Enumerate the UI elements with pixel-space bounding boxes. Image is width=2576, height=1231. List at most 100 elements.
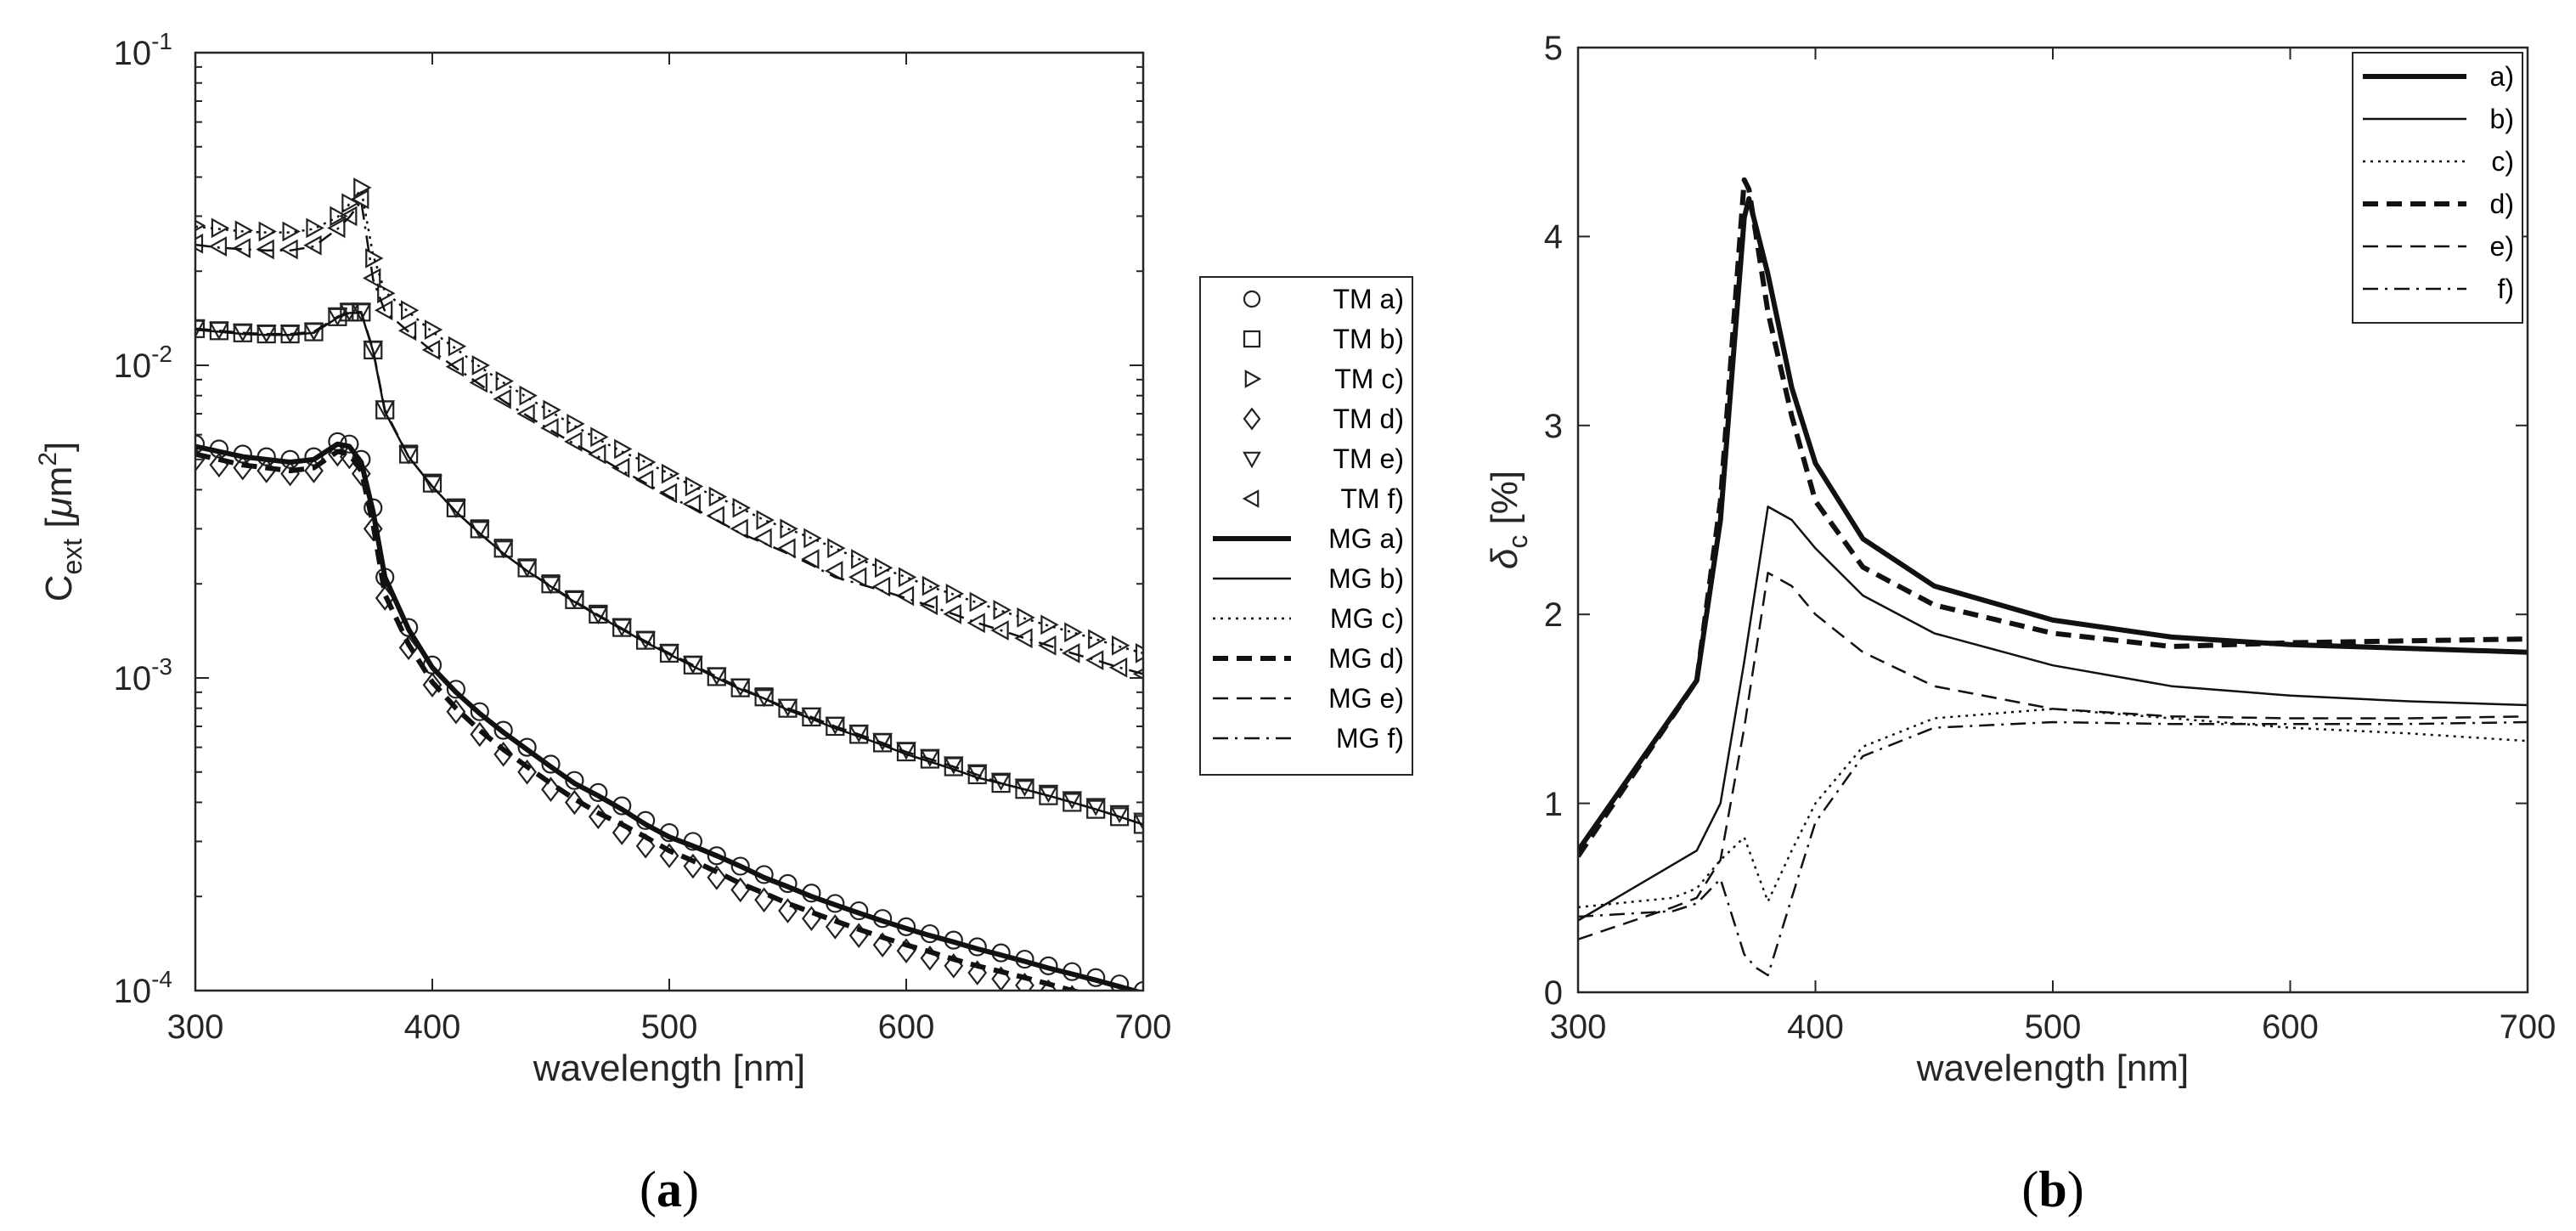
series-marker-tme [1109,805,1130,824]
series-marker-tmd [363,516,383,542]
panel-a-ytick-label: 10-1 [114,28,172,72]
legend-label: TM f) [1340,483,1404,514]
series-marker-tmf [327,217,346,239]
series-line-d [1578,177,2528,858]
series-marker-tma [707,846,726,866]
legend-marker-sample [1243,407,1261,431]
series-line-c [1578,708,2528,909]
series-marker-tmc [803,528,822,549]
panel-b-ytick-label: 2 [1544,596,1563,634]
series-marker-tmf [825,561,843,581]
series-marker-tmf [445,356,465,377]
panel-b-xtick-label: 400 [1787,1008,1844,1046]
series-marker-tmf [256,239,274,260]
series-marker-tmf [339,206,358,227]
panel-a-legend-items: TM a) TM b) TM c) TM d) TM e) TM f) MG a) MG b)… [1213,284,1404,754]
series-marker-tma [446,680,466,699]
panel-b-legend-items: a) b) c) d) e) f) [2363,61,2514,304]
series-marker-tmf [351,189,369,210]
series-marker-tmd [1087,992,1104,1014]
legend-label: MG c) [1330,603,1404,634]
series-line-e [1578,572,2528,940]
legend-label: f) [2497,274,2514,304]
series-marker-tmf [895,585,915,607]
series-marker-tmc [306,217,324,239]
series-marker-tma [517,737,537,757]
panel-b-ytick-label: 0 [1544,974,1563,1012]
series-marker-tme [588,606,609,625]
series-marker-tmc [780,518,798,539]
series-marker-tmf [658,483,678,504]
panel-a-xtick-label: 400 [404,1008,461,1046]
series-line-mgd [195,449,1084,991]
series-marker-tme [363,341,384,359]
series-marker-tmc [661,463,680,484]
series-marker-tmf [1038,635,1057,656]
panel-a-legend: TM a) TM b) TM c) TM d) TM e) TM f) MG a) MG b)… [1199,276,1413,776]
panel-b-xlabel: wavelength [nm] [1916,1047,2189,1089]
series-marker-tmc [898,567,917,588]
series-marker-tmc [732,497,751,518]
series-marker-tmc [377,283,396,304]
series-marker-tme [398,446,419,465]
series-marker-tmf [967,613,985,634]
panel-b-xtick-label: 300 [1550,1008,1607,1046]
panel-a-xtick-label: 500 [641,1008,698,1046]
legend-label: a) [2490,61,2514,92]
legend-label: MG f) [1336,723,1404,754]
series-marker-tmf [1062,642,1080,663]
series-marker-tmf [303,234,322,256]
series-marker-tmf [943,604,961,624]
panel-b-legend-box [2352,52,2523,324]
panel-a-xtick-label: 700 [1115,1008,1172,1046]
legend-label: MG d) [1328,643,1404,674]
series-line-mge [195,311,1143,826]
legend-label: MG a) [1328,523,1404,554]
series-marker-tmc [258,221,277,242]
series-marker-tmc [424,319,443,340]
series-marker-tmc [341,193,360,214]
series-marker-tmb [1086,799,1106,819]
series-marker-tmc [756,510,775,530]
panel-b-ytick-label: 4 [1544,218,1563,256]
series-marker-tmf [706,505,724,527]
series-marker-tmf [588,443,606,465]
series-marker-tmc [827,538,846,559]
series-marker-tmf [397,320,417,342]
series-line-b [1578,505,2528,922]
series-marker-tmc [1088,629,1107,650]
panel-a-ylabel: Cext [μm2] [34,442,87,602]
series-marker-tmc [1064,622,1083,643]
series-marker-tma [195,434,206,454]
series-marker-tmc [1017,607,1035,628]
legend-marker-sample [1243,451,1261,469]
series-marker-tmc [401,300,420,321]
series-marker-tmd [351,460,371,487]
legend-label: TM a) [1333,284,1404,314]
series-marker-tmf [634,470,654,490]
series-marker-tme [303,323,324,342]
legend-label: MG e) [1328,683,1404,714]
series-marker-tmc [566,413,585,434]
series-marker-tme [1133,812,1143,832]
panel-a-ytick-label: 10-2 [114,341,172,385]
panel-b-chart: 300 400 500 600 700 0 1 2 3 4 5 waveleng… [1484,30,2556,1217]
series-line-mga [195,441,1143,991]
panel-b-ytick-label: 5 [1544,30,1563,67]
panel-b-ytick-label: 1 [1544,786,1563,823]
series-marker-tmc [1135,642,1143,663]
panel-a-chart: 300 400 500 600 700 10-4 10-3 10-2 10-1 … [34,28,1171,1217]
series-marker-tmb [991,774,1011,793]
series-marker-tmc [922,575,941,596]
panel-b-ylabel: δc [%] [1484,471,1533,569]
panel-b-legend: a) b) c) d) e) f) [2352,52,2523,324]
series-marker-tmc [590,426,609,448]
series-marker-tmf [919,595,939,616]
series-marker-tmb [1015,780,1034,799]
panel-b-ytick-label: 3 [1544,408,1563,445]
series-marker-tmc [543,399,561,421]
legend-label: MG b) [1328,563,1404,594]
series-marker-tmd [659,843,679,869]
series-marker-tmf [1085,650,1104,670]
panel-a-xlabel: wavelength [nm] [533,1047,805,1089]
